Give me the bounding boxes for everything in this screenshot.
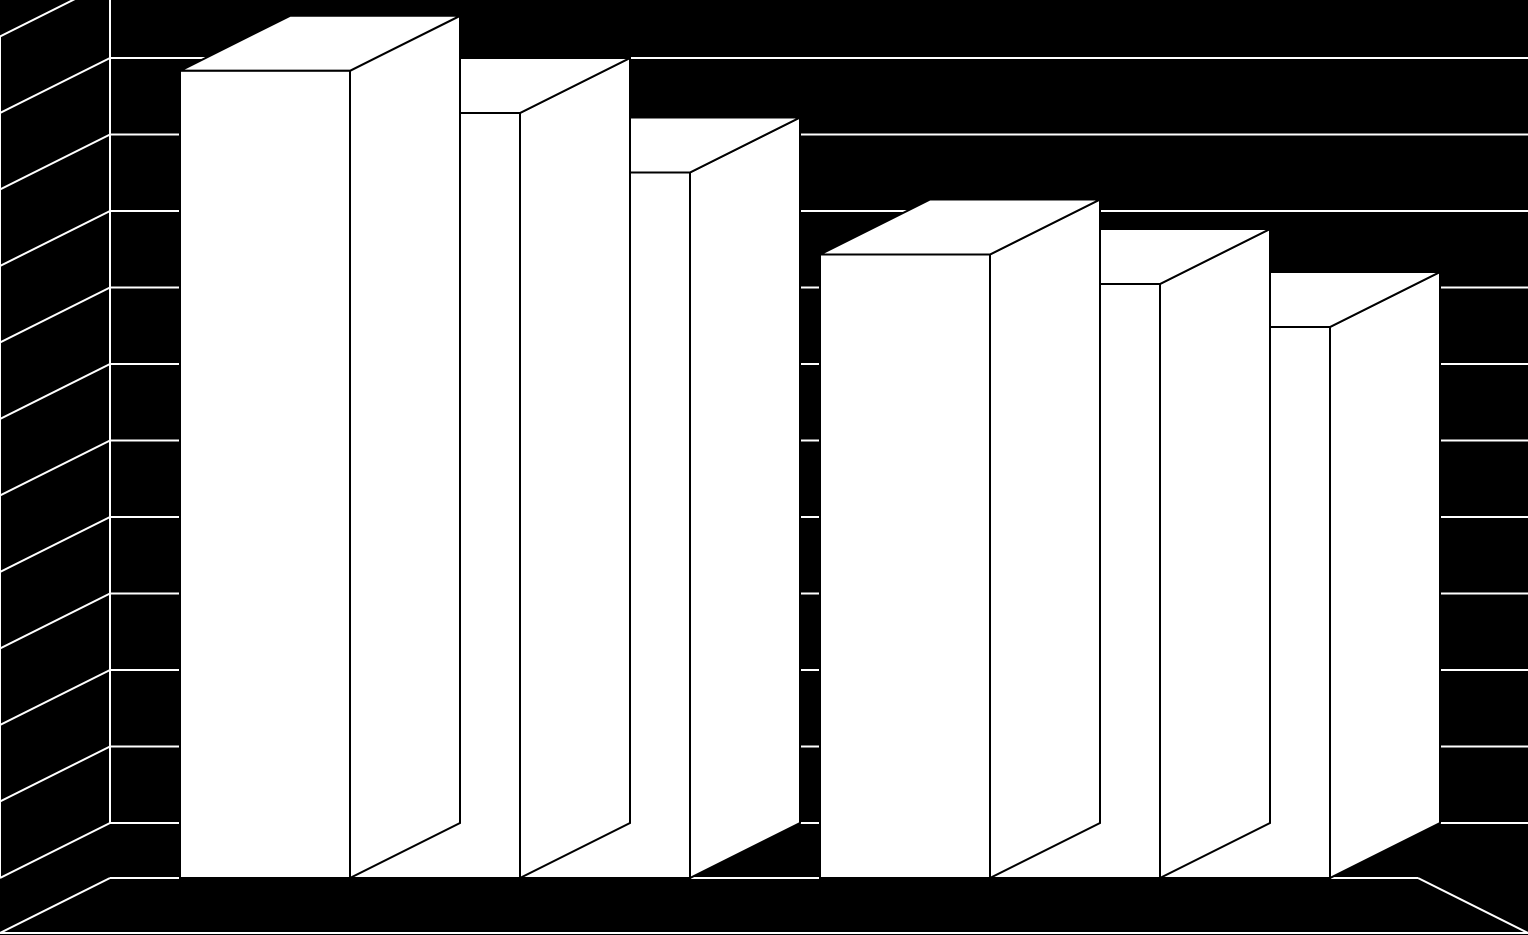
bar-front [820, 255, 990, 879]
bar-side [350, 16, 460, 878]
bar [180, 16, 460, 878]
bar-side [520, 58, 630, 878]
bar-side [690, 118, 800, 879]
bar-chart-3d [0, 0, 1528, 935]
bar-side [1330, 272, 1440, 878]
bar-side [990, 200, 1100, 879]
bar [820, 200, 1100, 879]
bar-side [1160, 229, 1270, 878]
bar-front [180, 71, 350, 878]
